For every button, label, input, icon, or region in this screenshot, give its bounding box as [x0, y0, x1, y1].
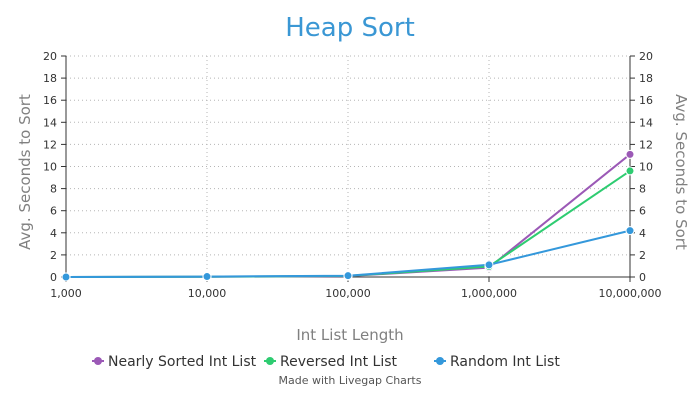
- y-tick-label-right: 18: [639, 72, 653, 85]
- x-axis-title: Int List Length: [296, 326, 403, 344]
- x-tick-label: 1,000: [50, 287, 82, 300]
- data-point-series-1[interactable]: [625, 149, 635, 159]
- y-tick-label-right: 2: [639, 249, 646, 262]
- y-tick-label-left: 16: [43, 94, 57, 107]
- data-point-series-3[interactable]: [202, 272, 212, 282]
- x-tick-label: 100,000: [325, 287, 371, 300]
- data-point-series-2[interactable]: [625, 166, 635, 176]
- axes: 0 0 2 2 4 4 6 6 8 8 10 10 12 12 14 14 16 16 18 18 20 20 1,000 1…: [43, 50, 661, 300]
- data-point-series-3[interactable]: [61, 272, 71, 282]
- y-tick-label-right: 4: [639, 227, 646, 240]
- legend-item-label[interactable]: Random Int List: [450, 354, 560, 370]
- y-tick-label-left: 8: [50, 183, 57, 196]
- y-tick-label-left: 10: [43, 161, 57, 174]
- legend-swatch-dot: [94, 357, 102, 365]
- legend-item-label[interactable]: Nearly Sorted Int List: [108, 354, 257, 370]
- legend-item-label[interactable]: Reversed Int List: [280, 354, 398, 370]
- legend: Nearly Sorted Int List Reversed Int List R…: [92, 354, 560, 370]
- y-tick-label-right: 14: [639, 116, 653, 129]
- y-axis-title-left: Avg. Seconds to Sort: [16, 94, 34, 250]
- series-line-3: [65, 229, 631, 278]
- y-tick-label-left: 14: [43, 116, 57, 129]
- y-tick-label-right: 20: [639, 50, 653, 63]
- y-tick-label-right: 0: [639, 271, 646, 284]
- y-tick-label-left: 4: [50, 227, 57, 240]
- series-points: [61, 149, 635, 282]
- y-tick-label-left: 2: [50, 249, 57, 262]
- credit-text: Made with Livegap Charts: [279, 374, 422, 387]
- x-tick-label: 10,000: [188, 287, 227, 300]
- y-tick-label-left: 20: [43, 50, 57, 63]
- y-tick-label-left: 18: [43, 72, 57, 85]
- series-line-2: [65, 170, 631, 278]
- y-tick-label-left: 12: [43, 138, 57, 151]
- y-tick-label-right: 10: [639, 161, 653, 174]
- y-tick-label-right: 16: [639, 94, 653, 107]
- x-tick-label: 1,000,000: [461, 287, 517, 300]
- grid: [66, 55, 630, 277]
- y-tick-label-left: 6: [50, 205, 57, 218]
- y-tick-label-right: 6: [639, 205, 646, 218]
- y-tick-label-left: 0: [50, 271, 57, 284]
- x-tick-label: 10,000,000: [599, 287, 662, 300]
- y-tick-label-right: 8: [639, 183, 646, 196]
- y-tick-label-right: 12: [639, 138, 653, 151]
- data-point-series-3[interactable]: [484, 260, 494, 270]
- y-axis-title-right: Avg. Seconds to Sort: [672, 94, 690, 250]
- data-point-series-3[interactable]: [343, 271, 353, 281]
- chart-title: Heap Sort: [285, 13, 415, 43]
- legend-swatch-dot: [266, 357, 274, 365]
- data-point-series-3[interactable]: [625, 226, 635, 236]
- legend-swatch-dot: [436, 357, 444, 365]
